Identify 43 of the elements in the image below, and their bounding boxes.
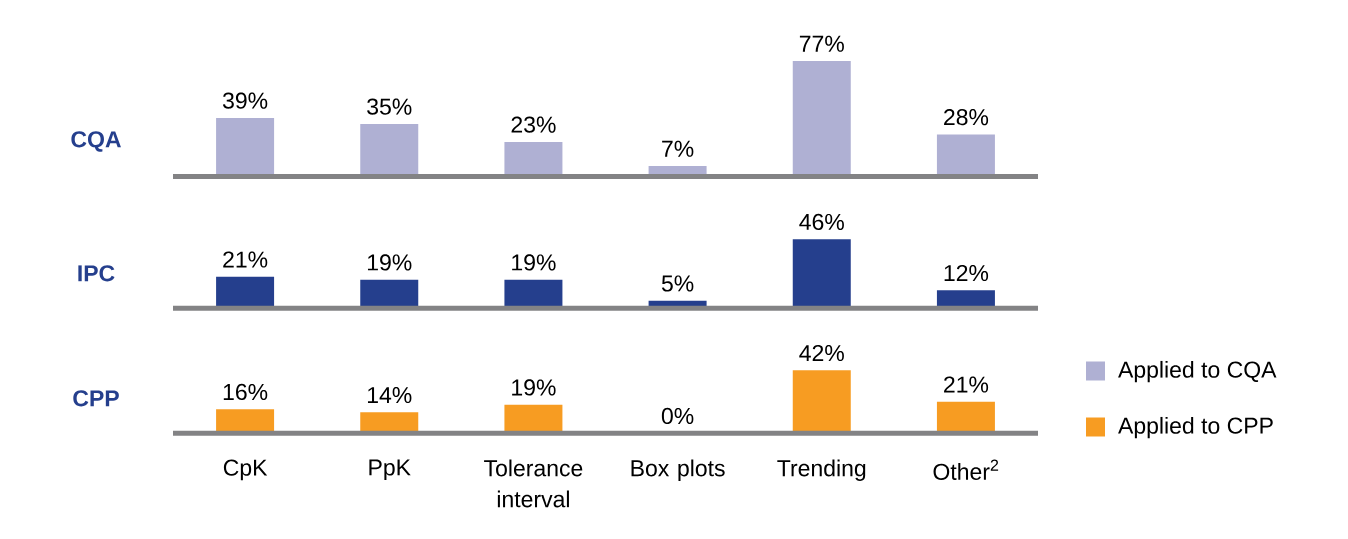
y-axis-title: IPC <box>78 265 115 282</box>
bar <box>504 142 563 177</box>
bar <box>936 134 995 177</box>
bar <box>360 279 419 309</box>
data-label: 12% <box>944 264 989 282</box>
x-tick-label: PpK <box>369 459 411 481</box>
data-label: 21% <box>223 251 268 268</box>
bar <box>504 404 563 434</box>
bar <box>216 409 275 434</box>
data-label: 35% <box>367 98 412 115</box>
legend-label: Applied to CQA <box>1118 360 1277 383</box>
data-label: 0% <box>661 407 694 425</box>
bar <box>936 401 995 434</box>
bar <box>504 279 563 309</box>
data-label: 46% <box>799 213 844 231</box>
data-label: 5% <box>661 275 694 292</box>
bar <box>360 412 419 434</box>
data-label: 19% <box>367 254 412 271</box>
data-label: 7% <box>662 140 694 157</box>
bar <box>792 370 851 434</box>
data-label: 21% <box>944 376 989 393</box>
bar <box>216 276 275 309</box>
data-label: 14% <box>367 387 412 404</box>
x-tick-label: CpK <box>223 459 268 481</box>
data-label: 39% <box>222 92 268 109</box>
data-label: 16% <box>223 383 268 401</box>
data-label: 77% <box>799 35 844 52</box>
x-tick-label: Tolerance interval <box>484 459 583 508</box>
data-label: 28% <box>944 109 989 126</box>
legend-label: Applied to CPP <box>1118 416 1273 439</box>
data-label: 19% <box>512 379 556 396</box>
bar <box>792 239 851 309</box>
data-label: 42% <box>799 344 844 362</box>
x-tick-label: Trending <box>777 459 866 481</box>
data-label: 19% <box>512 254 556 271</box>
y-axis-title: CQA <box>71 131 121 152</box>
bar <box>216 118 275 177</box>
bar <box>792 61 851 177</box>
y-axis-title: CPP <box>73 390 119 407</box>
data-label: 23% <box>511 116 556 133</box>
x-tick-label: Box plots <box>631 459 725 481</box>
x-tick-label: Other$^{2}$ <box>933 459 999 480</box>
bar <box>360 124 419 177</box>
